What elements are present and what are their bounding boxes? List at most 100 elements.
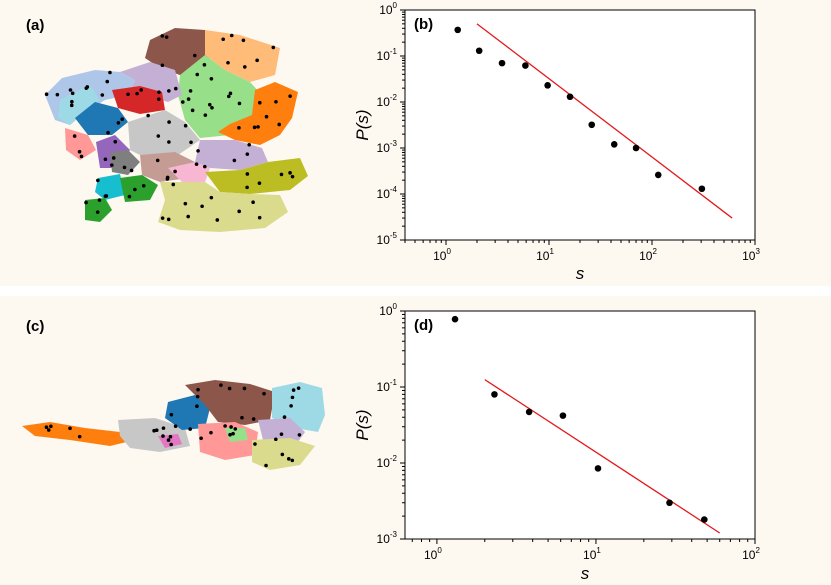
map-node-dot (196, 387, 200, 392)
map-node-dot (196, 149, 200, 153)
map-node-dot (245, 185, 249, 190)
map-node-dot (77, 149, 82, 154)
map-node-dot (223, 424, 227, 428)
map-node-dot (173, 424, 178, 428)
map-region-olive (205, 158, 308, 194)
map-node-dot (228, 91, 233, 96)
x-tick-label: 103 (742, 247, 760, 263)
data-point (594, 465, 602, 472)
map-region-blue (165, 395, 210, 430)
map-node-dot (240, 415, 244, 420)
map-node-dot (251, 417, 256, 421)
map-node-dot (203, 113, 208, 117)
tick-base: 10 (583, 548, 597, 562)
region-map-a-points (44, 33, 295, 222)
map-node-dot (44, 425, 49, 430)
map-node-dot (116, 121, 121, 125)
region-map-c-points (44, 383, 302, 468)
map-region-dark-green (85, 198, 112, 222)
map-node-dot (209, 430, 213, 435)
chart-b: (b) 100 101 102 103 10-510-410-310-210-1100… (353, 1, 760, 283)
x-tick-label: 100 (433, 247, 451, 263)
map-node-dot (232, 158, 237, 163)
data-point (498, 59, 506, 67)
map-node-dot (189, 140, 193, 145)
map-node-dot (255, 58, 259, 63)
map-node-dot (157, 90, 161, 94)
map-node-dot (279, 172, 284, 177)
map-node-dot (192, 53, 197, 58)
map-region-teal (95, 174, 125, 200)
tick-base: 10 (379, 3, 393, 17)
tick-exponent: -1 (390, 47, 398, 56)
x-tick-label: 102 (639, 247, 657, 263)
tick-exponent: 1 (549, 247, 554, 256)
map-node-dot (264, 463, 268, 468)
map-node-dot (68, 426, 72, 431)
map-node-dot (84, 200, 88, 205)
map-node-dot (171, 182, 176, 187)
data-point (544, 82, 551, 89)
map-node-dot (96, 178, 100, 183)
map-node-dot (139, 88, 144, 92)
map-region-green (225, 428, 248, 442)
map-node-dot (156, 134, 161, 138)
map-region-blue (75, 102, 128, 135)
map-node-dot (127, 194, 132, 199)
x-tick-label: 100 (424, 546, 442, 562)
map-node-dot (228, 432, 232, 437)
tick-base: 10 (377, 49, 391, 63)
map-node-dot (210, 105, 214, 110)
map-node-dot (221, 37, 225, 42)
map-node-dot (257, 181, 262, 185)
map-node-dot (286, 457, 291, 461)
map-node-dot (133, 187, 137, 192)
map-region-silver (128, 110, 200, 160)
y-tick-label: 10-4 (377, 185, 398, 201)
tick-base: 10 (379, 304, 393, 318)
map-node-dot (69, 103, 74, 108)
data-point (559, 412, 567, 419)
map-node-dot (44, 92, 49, 96)
tick-exponent: -3 (390, 530, 398, 539)
tick-exponent: -2 (390, 93, 398, 102)
map-node-dot (103, 157, 108, 162)
map-node-dot (290, 458, 295, 463)
tick-exponent: 0 (437, 546, 442, 555)
map-node-dot (215, 218, 220, 222)
map-node-dot (253, 442, 257, 446)
map-region-lilac (195, 140, 268, 170)
tick-exponent: 2 (652, 247, 657, 256)
tick-base: 10 (742, 249, 756, 263)
map-node-dot (229, 425, 233, 429)
map-region-orange (22, 422, 135, 446)
map-node-dot (200, 204, 204, 209)
map-node-dot (183, 201, 188, 206)
map-node-dot (166, 217, 171, 222)
map-node-dot (188, 89, 193, 93)
map-region-gray (110, 150, 140, 175)
map-node-dot (227, 386, 232, 391)
region-map-c (22, 380, 325, 470)
map-node-dot (169, 442, 173, 447)
x-tick-label: 102 (742, 546, 760, 562)
map-node-dot (120, 117, 125, 122)
map-region-light-pink (168, 162, 210, 185)
data-point (698, 185, 706, 193)
tick-exponent: -5 (390, 231, 398, 240)
map-node-dot (203, 164, 207, 169)
map-node-dot (209, 195, 214, 200)
map-node-dot (166, 438, 171, 442)
tick-base: 10 (377, 187, 391, 201)
chart-d-ylabel: P(s) (353, 409, 372, 440)
map-node-dot (72, 134, 77, 138)
data-point (588, 121, 596, 129)
map-node-dot (154, 428, 159, 433)
map-node-dot (199, 436, 203, 441)
map-node-dot (296, 386, 301, 390)
tick-exponent: 0 (393, 302, 398, 311)
map-node-dot (122, 165, 127, 170)
map-node-dot (168, 434, 173, 439)
map-node-dot (55, 92, 60, 97)
